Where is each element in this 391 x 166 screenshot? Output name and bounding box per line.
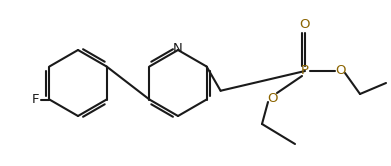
Text: F: F [32,93,39,106]
Text: P: P [301,65,309,78]
Text: N: N [173,42,183,55]
Text: O: O [300,17,310,31]
Text: O: O [267,91,277,105]
Text: O: O [335,65,345,78]
